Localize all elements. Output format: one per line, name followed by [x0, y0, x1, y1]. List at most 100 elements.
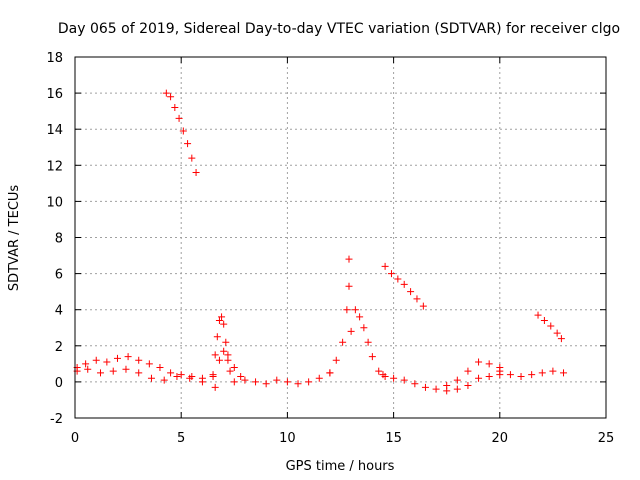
x-tick-label: 20: [492, 431, 509, 446]
series-baseline-upper: [73, 353, 217, 382]
data-point: [421, 383, 429, 391]
data-point: [394, 275, 402, 283]
data-point: [188, 154, 196, 162]
data-point: [156, 363, 164, 371]
data-point: [211, 351, 219, 359]
data-point: [432, 385, 440, 393]
series-bump-19h: [443, 358, 504, 390]
data-point: [103, 358, 111, 366]
data-point: [222, 338, 230, 346]
series-bump-7h: [211, 313, 234, 375]
data-point: [82, 360, 90, 368]
data-point: [351, 306, 359, 314]
data-point: [215, 356, 223, 364]
data-point: [122, 365, 130, 373]
data-point: [339, 338, 347, 346]
data-point: [443, 382, 451, 390]
x-tick-labels: 0 5 10 15 20 25: [71, 431, 614, 446]
data-point: [198, 378, 206, 386]
data-point: [400, 376, 408, 384]
data-point: [230, 363, 238, 371]
x-tick-label: 5: [177, 431, 185, 446]
y-tick-label: 14: [46, 123, 63, 138]
data-point: [283, 378, 291, 386]
data-point: [375, 367, 383, 375]
data-point: [326, 369, 334, 377]
data-point: [315, 374, 323, 382]
data-point: [162, 89, 170, 97]
data-point: [224, 351, 232, 359]
data-point: [113, 354, 121, 362]
data-point: [464, 382, 472, 390]
data-point: [294, 380, 302, 388]
data-point: [175, 114, 183, 122]
data-point: [213, 333, 221, 341]
data-point: [192, 169, 200, 177]
data-point: [347, 327, 355, 335]
y-tick-label: 0: [55, 376, 63, 391]
ticks: [74, 56, 607, 419]
data-point: [557, 335, 565, 343]
data-point: [218, 313, 226, 321]
x-axis-label: GPS time / hours: [286, 459, 395, 474]
data-point: [211, 383, 219, 391]
data-point: [547, 322, 555, 330]
data-point: [360, 324, 368, 332]
data-point: [411, 380, 419, 388]
data-point: [419, 302, 427, 310]
data-point: [553, 329, 561, 337]
data-point: [517, 372, 525, 380]
data-point: [356, 313, 364, 321]
data-point: [147, 374, 155, 382]
data-point: [379, 371, 387, 379]
y-tick-label: 6: [55, 268, 63, 283]
series-mid-arc-22h: [534, 311, 565, 343]
data-point: [145, 360, 153, 368]
data-point: [506, 371, 514, 379]
data-point: [485, 372, 493, 380]
data-point: [230, 378, 238, 386]
series-high-arc: [162, 89, 200, 177]
data-point: [220, 320, 228, 328]
data-point: [241, 376, 249, 384]
y-tick-label: 4: [55, 304, 63, 319]
data-point: [345, 282, 353, 290]
data-point: [273, 376, 281, 384]
data-point: [453, 385, 461, 393]
series-mid-arc-15h: [381, 262, 427, 310]
grid: [75, 57, 606, 418]
series-baseline-late: [379, 371, 504, 395]
data-point: [538, 369, 546, 377]
data-point: [220, 347, 228, 355]
x-tick-label: 10: [279, 431, 296, 446]
data-point: [453, 376, 461, 384]
data-point: [475, 374, 483, 382]
data-point: [135, 369, 143, 377]
data-point: [407, 288, 415, 296]
data-point: [160, 376, 168, 384]
series-baseline-end: [496, 367, 568, 380]
x-tick-label: 15: [385, 431, 402, 446]
data-point: [345, 255, 353, 263]
data-point: [464, 367, 472, 375]
series-outlier: [345, 255, 353, 263]
x-tick-label: 25: [598, 431, 615, 446]
data-point: [549, 367, 557, 375]
data-point: [400, 280, 408, 288]
y-tick-labels: -2 0 2 4 6 8 10 12 14 16 18: [46, 51, 63, 427]
data-point: [92, 356, 100, 364]
series-bump-7h-lower: [209, 347, 245, 380]
series-baseline-mid: [230, 369, 334, 388]
series-baseline-lower: [73, 365, 219, 391]
data-point: [167, 369, 175, 377]
data-point: [237, 372, 245, 380]
data-point: [475, 358, 483, 366]
data-point: [179, 127, 187, 135]
data-point: [173, 372, 181, 380]
data-point: [167, 93, 175, 101]
data-point: [96, 369, 104, 377]
chart-title: Day 065 of 2019, Sidereal Day-to-day VTE…: [58, 21, 620, 37]
data-point: [186, 374, 194, 382]
data-point: [387, 270, 395, 278]
